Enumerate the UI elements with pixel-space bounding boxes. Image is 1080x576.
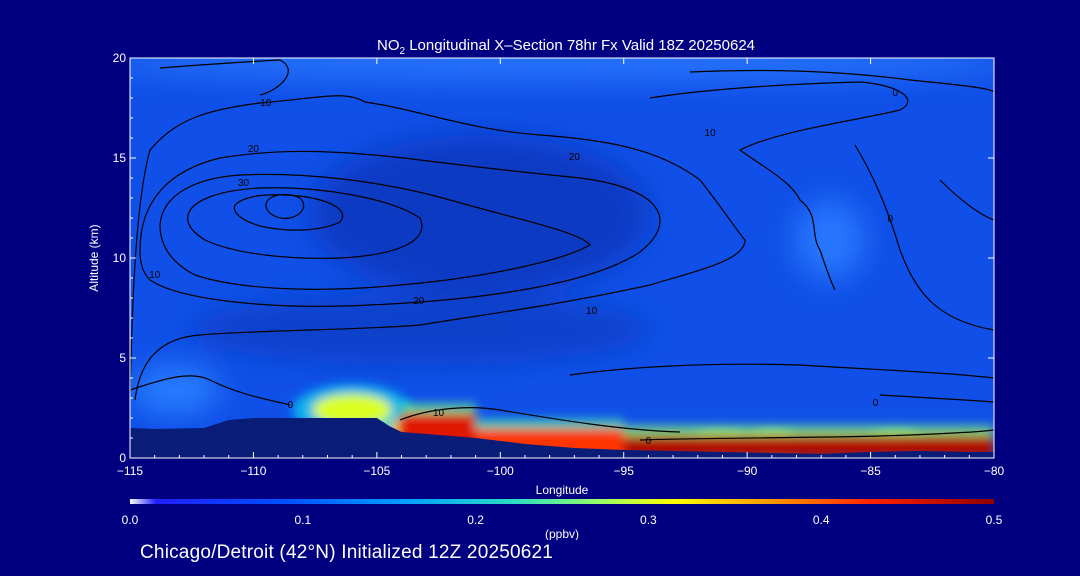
contour-label: 10 bbox=[149, 270, 161, 281]
plot-area: 10 20 30 20 10 0 0 10 20 10 0 10 0 0 bbox=[130, 58, 994, 458]
colorbar-tick-label: 0.4 bbox=[813, 513, 830, 527]
x-tick-label: −110 bbox=[240, 464, 266, 478]
contour-right-0 bbox=[939, 179, 994, 221]
x-tick-label: −80 bbox=[984, 464, 1005, 478]
contour-60 bbox=[265, 193, 305, 219]
y-tick-label: 5 bbox=[119, 351, 126, 365]
y-tick-label: 20 bbox=[113, 51, 127, 65]
contour-20 bbox=[139, 150, 661, 307]
chart-title-suffix: Longitudinal X–Section 78hr Fx Valid 18Z… bbox=[405, 37, 755, 54]
contour-label: 30 bbox=[238, 178, 250, 189]
x-tick-label: −85 bbox=[860, 464, 881, 478]
contour-label: 0 bbox=[892, 88, 898, 99]
contour-label: 0 bbox=[288, 400, 294, 411]
field-light-left bbox=[130, 365, 220, 415]
colorbar-tick-label: 0.2 bbox=[467, 513, 484, 527]
contour-upper-right-0 bbox=[689, 69, 994, 93]
colorbar-tick-label: 0.0 bbox=[122, 513, 139, 527]
contour-left-low bbox=[130, 375, 291, 406]
contour-10-outer bbox=[130, 95, 746, 401]
field-light-right bbox=[795, 200, 865, 280]
y-tick-label: 10 bbox=[113, 251, 127, 265]
colorbar-units: (ppbv) bbox=[545, 527, 579, 540]
contour-40 bbox=[187, 187, 423, 259]
contour-label: 0 bbox=[873, 398, 879, 409]
contour-lower-0 bbox=[879, 394, 994, 403]
contour-upper-right-10 bbox=[649, 81, 909, 291]
field-dark-lower bbox=[190, 295, 650, 365]
terrain bbox=[130, 418, 994, 458]
contour-label: 20 bbox=[569, 152, 581, 163]
colorbar-tick-label: 0.1 bbox=[294, 513, 311, 527]
contour-near-surface-10 bbox=[399, 407, 681, 433]
contour-label: 10 bbox=[260, 98, 272, 109]
contour-label: 10 bbox=[433, 408, 445, 419]
contour-label: 20 bbox=[413, 296, 425, 307]
run-info-footer: Chicago/Detroit (42°N) Initialized 12Z 2… bbox=[140, 542, 554, 563]
surface-band-fringe bbox=[401, 403, 476, 414]
surface-band-fringe bbox=[475, 419, 624, 429]
x-tick-label: −105 bbox=[363, 464, 390, 478]
y-axis: 0 5 10 15 20 bbox=[113, 51, 994, 465]
chart-title-subscript: 2 bbox=[399, 46, 405, 57]
contour-50 bbox=[233, 194, 344, 231]
contour-lines bbox=[130, 59, 994, 441]
x-axis-label: Longitude bbox=[536, 483, 589, 497]
colorbar bbox=[130, 499, 994, 504]
contour-label: 10 bbox=[705, 128, 717, 139]
contour-right-10 bbox=[854, 144, 994, 331]
x-tick-label: −95 bbox=[614, 464, 635, 478]
x-tick-label: −100 bbox=[487, 464, 514, 478]
y-axis-label: Altitude (km) bbox=[87, 224, 101, 291]
x-axis: −115 −110 −105 −100 −95 −90 −85 −80 bbox=[117, 58, 1005, 478]
contour-label: 20 bbox=[248, 144, 260, 155]
contour-30 bbox=[159, 173, 591, 290]
chart-title-prefix: NO bbox=[377, 37, 400, 54]
contour-lower-10 bbox=[569, 363, 994, 379]
chart-title: NO2 Longitudinal X–Section 78hr Fx Valid… bbox=[377, 37, 755, 57]
contour-label: 10 bbox=[586, 306, 598, 317]
x-tick-label: −115 bbox=[117, 464, 143, 478]
contour-label: 0 bbox=[888, 214, 894, 225]
y-tick-label: 15 bbox=[113, 151, 127, 165]
colorbar-tick-label: 0.3 bbox=[640, 513, 657, 527]
field-top-light bbox=[130, 58, 994, 80]
no2-cross-section-chart: NO2 Longitudinal X–Section 78hr Fx Valid… bbox=[87, 37, 1005, 541]
colorbar-ticks: 0.0 0.1 0.2 0.3 0.4 0.5 bbox=[122, 513, 1003, 527]
contour-surface-0 bbox=[639, 429, 994, 441]
contour-upper-left bbox=[159, 59, 289, 96]
contour-labels: 10 20 30 20 10 0 0 10 20 10 0 10 0 0 bbox=[149, 88, 898, 447]
contour-label: 0 bbox=[646, 436, 652, 447]
x-tick-label: −90 bbox=[737, 464, 758, 478]
surface-band-fringe bbox=[623, 425, 994, 436]
y-tick-label: 0 bbox=[119, 451, 126, 465]
colorbar-tick-label: 0.5 bbox=[986, 513, 1003, 527]
